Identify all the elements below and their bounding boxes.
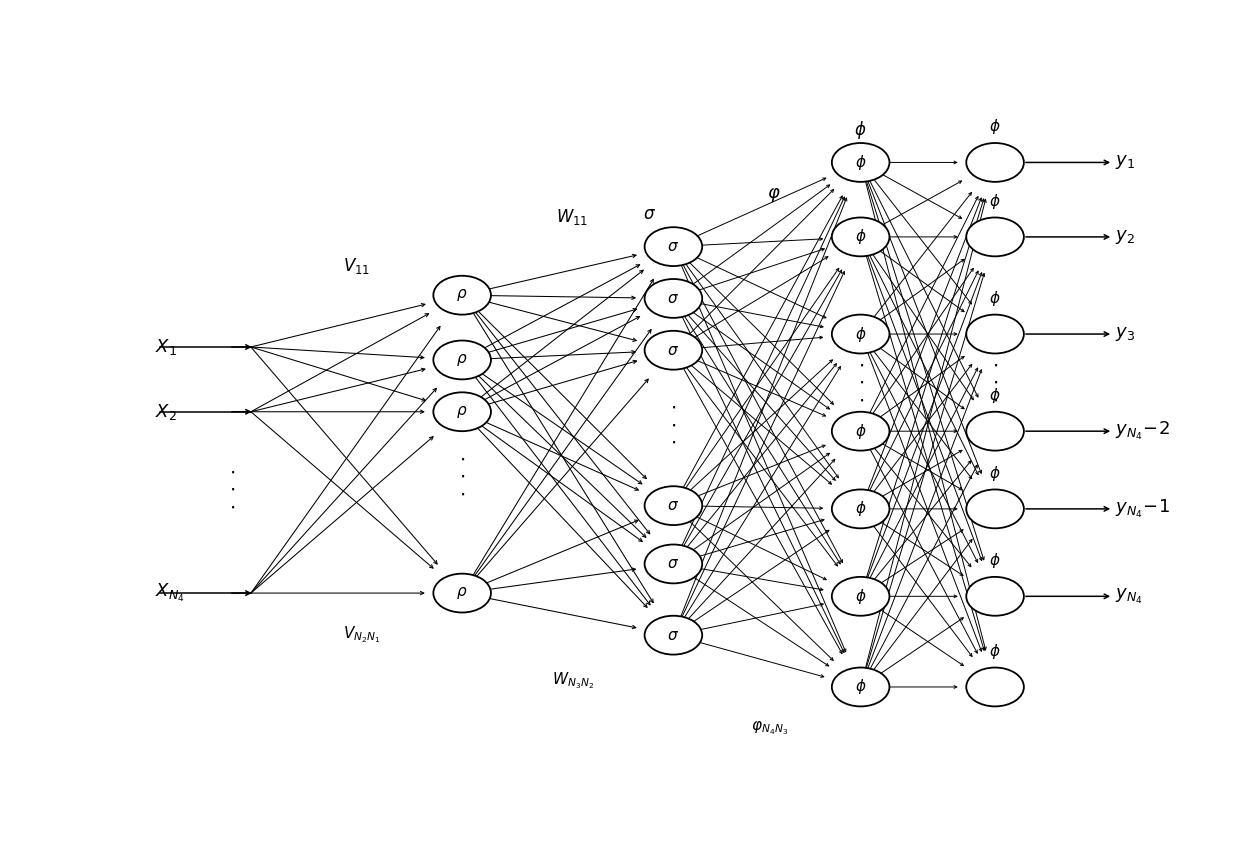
Text: $X_1$: $X_1$ <box>155 337 177 357</box>
Text: $y_3$: $y_3$ <box>1115 325 1135 343</box>
Circle shape <box>434 392 491 431</box>
Text: $\rho$: $\rho$ <box>456 585 468 601</box>
Circle shape <box>966 577 1023 616</box>
Text: $\cdot$
$\cdot$
$\cdot$: $\cdot$ $\cdot$ $\cdot$ <box>857 356 864 410</box>
Text: $\phi$: $\phi$ <box>855 421 866 441</box>
Circle shape <box>831 315 890 353</box>
Text: $\phi$: $\phi$ <box>855 227 866 246</box>
Text: $\phi$: $\phi$ <box>989 386 1001 405</box>
Text: $\phi$: $\phi$ <box>989 192 1001 211</box>
Text: $X_2$: $X_2$ <box>155 402 177 421</box>
Text: $y_1$: $y_1$ <box>1115 153 1135 172</box>
Circle shape <box>966 315 1023 353</box>
Text: $\phi$: $\phi$ <box>855 678 866 696</box>
Text: $\sigma$: $\sigma$ <box>668 239 679 254</box>
Text: $V_{11}$: $V_{11}$ <box>343 256 370 276</box>
Circle shape <box>966 218 1023 257</box>
Text: $W_{11}$: $W_{11}$ <box>556 208 589 227</box>
Circle shape <box>434 341 491 379</box>
Text: $\cdot$
$\cdot$
$\cdot$: $\cdot$ $\cdot$ $\cdot$ <box>992 356 999 410</box>
Text: $\cdot$
$\cdot$
$\cdot$: $\cdot$ $\cdot$ $\cdot$ <box>460 449 465 504</box>
Text: $\sigma$: $\sigma$ <box>668 343 679 357</box>
Text: $\phi$: $\phi$ <box>989 642 1001 661</box>
Circle shape <box>644 227 703 266</box>
Text: $\phi$: $\phi$ <box>855 153 866 172</box>
Circle shape <box>966 143 1023 182</box>
Text: $y_2$: $y_2$ <box>1115 228 1135 246</box>
Text: $W_{N_3N_2}$: $W_{N_3N_2}$ <box>551 670 593 690</box>
Circle shape <box>434 276 491 315</box>
Text: $\phi$: $\phi$ <box>989 289 1001 308</box>
Text: $\phi$: $\phi$ <box>855 325 866 343</box>
Circle shape <box>644 331 703 370</box>
Circle shape <box>644 544 703 584</box>
Circle shape <box>644 486 703 525</box>
Circle shape <box>966 489 1023 528</box>
Circle shape <box>831 412 890 451</box>
Circle shape <box>966 412 1023 451</box>
Circle shape <box>831 577 890 616</box>
Text: $\sigma$: $\sigma$ <box>668 627 679 643</box>
Text: $\phi$: $\phi$ <box>989 118 1001 136</box>
Circle shape <box>831 218 890 257</box>
Text: $V_{N_2N_1}$: $V_{N_2N_1}$ <box>342 625 380 645</box>
Text: $\phi$: $\phi$ <box>855 587 866 606</box>
Text: $y_{N_4}\!-\!1$: $y_{N_4}\!-\!1$ <box>1115 498 1170 520</box>
Circle shape <box>644 616 703 654</box>
Text: $\sigma$: $\sigma$ <box>643 205 655 223</box>
Text: $\phi$: $\phi$ <box>989 551 1001 570</box>
Circle shape <box>644 279 703 318</box>
Text: $y_{N_4}$: $y_{N_4}$ <box>1115 587 1142 606</box>
Circle shape <box>831 143 890 182</box>
Text: $\phi$: $\phi$ <box>989 463 1001 483</box>
Text: $\varphi_{N_4N_3}$: $\varphi_{N_4N_3}$ <box>751 719 788 737</box>
Text: $\cdot$
$\cdot$
$\cdot$: $\cdot$ $\cdot$ $\cdot$ <box>229 463 234 516</box>
Text: $\sigma$: $\sigma$ <box>668 291 679 306</box>
Text: $X_{N_4}$: $X_{N_4}$ <box>155 582 185 604</box>
Circle shape <box>831 489 890 528</box>
Text: $\sigma$: $\sigma$ <box>668 498 679 513</box>
Text: $\phi$: $\phi$ <box>855 500 866 518</box>
Circle shape <box>831 668 890 706</box>
Text: $y_{N_4}\!-\!2$: $y_{N_4}\!-\!2$ <box>1115 420 1170 442</box>
Circle shape <box>966 668 1023 706</box>
Text: $\sigma$: $\sigma$ <box>668 557 679 571</box>
Text: $\rho$: $\rho$ <box>456 352 468 368</box>
Text: $\rho$: $\rho$ <box>456 404 468 420</box>
Text: $\phi$: $\phi$ <box>855 119 867 141</box>
Text: $\rho$: $\rho$ <box>456 287 468 304</box>
Text: $\cdot$
$\cdot$
$\cdot$: $\cdot$ $\cdot$ $\cdot$ <box>670 398 676 452</box>
Text: $\varphi$: $\varphi$ <box>767 186 781 204</box>
Circle shape <box>434 574 491 612</box>
